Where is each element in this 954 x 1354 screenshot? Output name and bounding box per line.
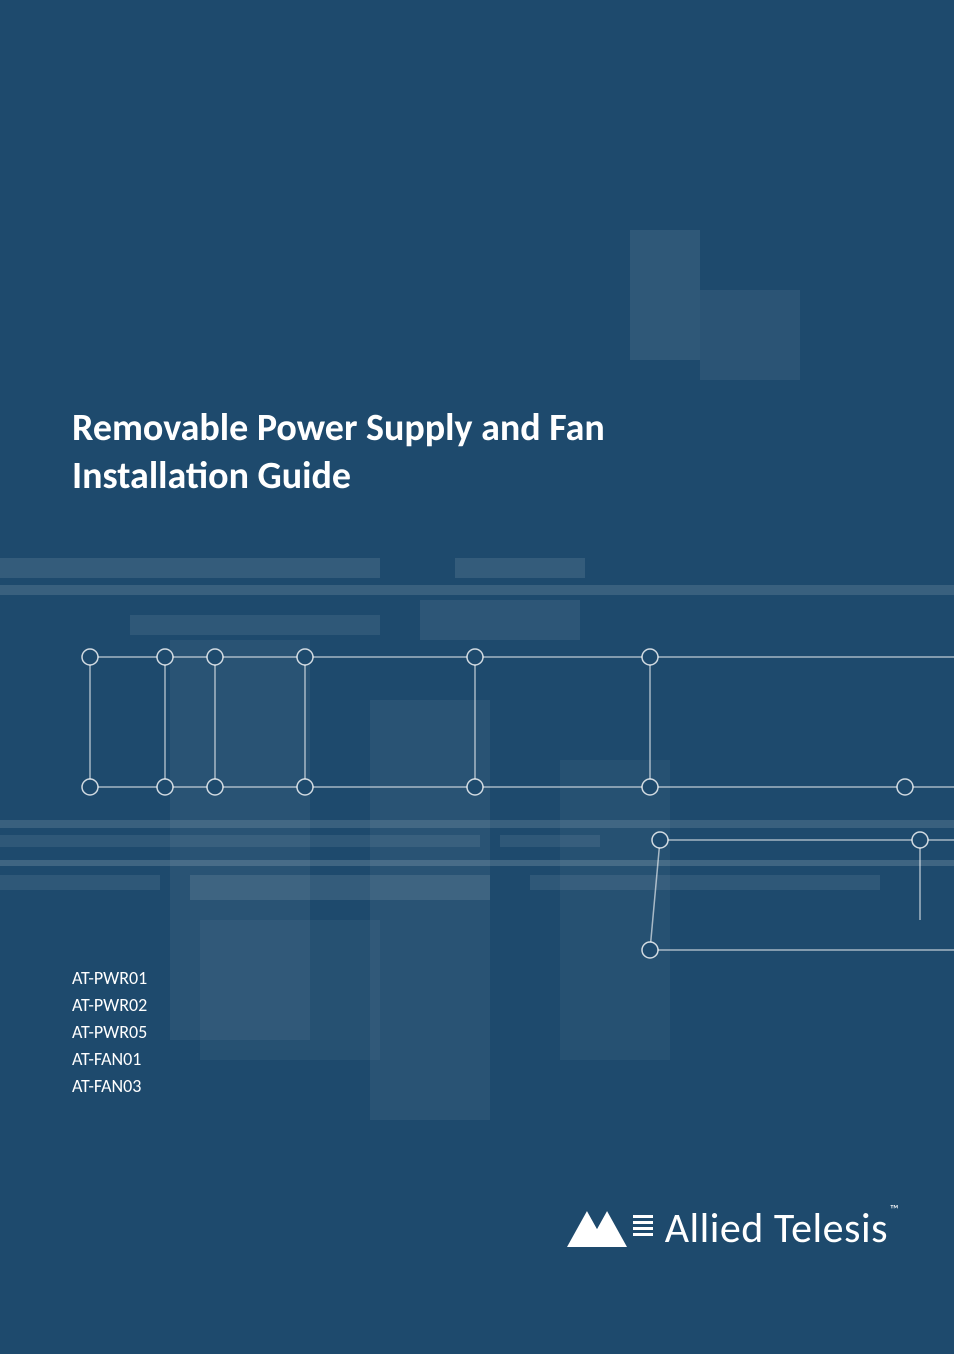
bg-rect <box>0 585 954 595</box>
model-item: AT-PWR02 <box>72 992 147 1019</box>
bg-rect <box>370 700 490 1120</box>
logo-text: Allied Telesis™ <box>665 1203 899 1254</box>
bg-rect <box>700 290 800 380</box>
bg-rect <box>200 920 380 1060</box>
bg-rect <box>0 875 160 890</box>
trademark-symbol: ™ <box>890 1203 899 1217</box>
model-item: AT-FAN03 <box>72 1073 147 1100</box>
bg-rect <box>0 558 380 578</box>
title-line2: Installation Guide <box>72 453 351 499</box>
bg-rect <box>455 558 585 578</box>
model-list: AT-PWR01AT-PWR02AT-PWR05AT-FAN01AT-FAN03 <box>72 965 147 1100</box>
bg-rect <box>560 760 670 1060</box>
bg-rect <box>420 600 580 640</box>
bg-rect <box>630 230 700 360</box>
title-line1: Removable Power Supply and Fan <box>72 405 605 451</box>
model-item: AT-PWR01 <box>72 965 147 992</box>
brand-logo: Allied Telesis™ <box>565 1203 899 1254</box>
bg-rect <box>130 615 380 635</box>
model-item: AT-FAN01 <box>72 1046 147 1073</box>
document-title: Removable Power Supply and Fan Installat… <box>72 405 605 500</box>
logo-icon <box>565 1207 655 1251</box>
network-diagram <box>0 0 954 1354</box>
model-item: AT-PWR05 <box>72 1019 147 1046</box>
